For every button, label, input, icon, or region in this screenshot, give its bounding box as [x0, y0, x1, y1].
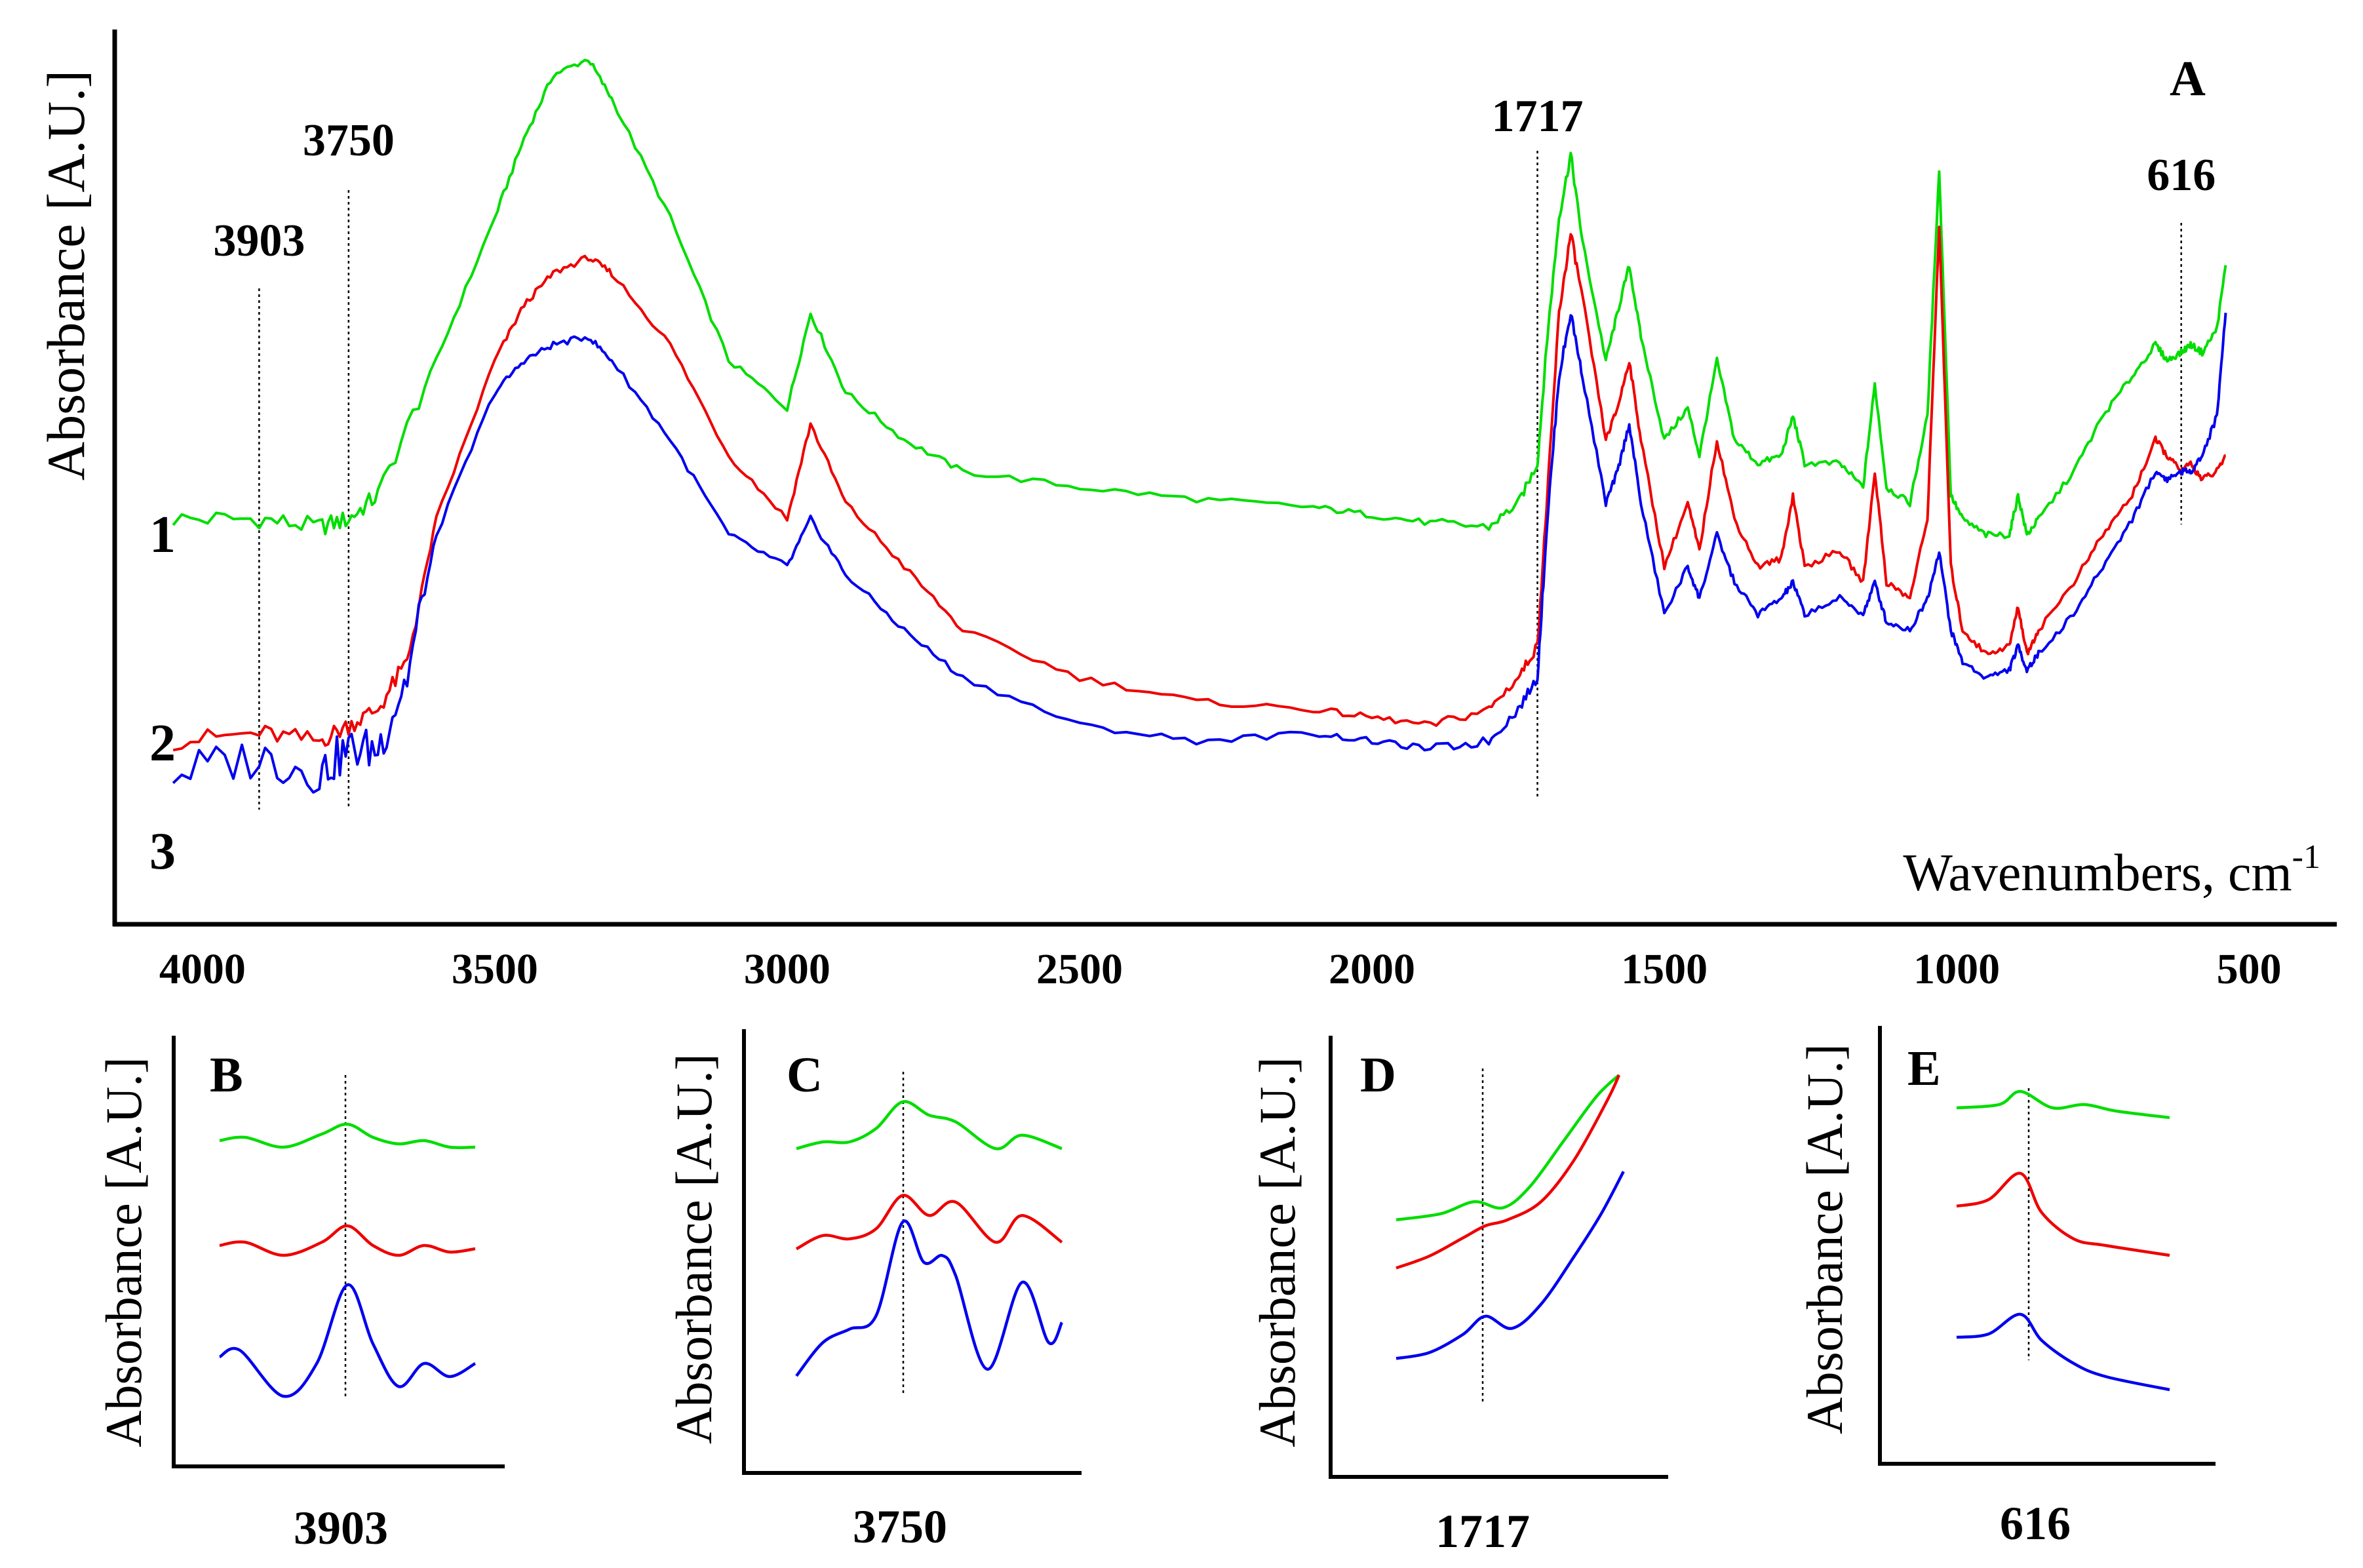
panel-b-label: B: [210, 1048, 243, 1103]
panel-c-series-2-line: [795, 1194, 1063, 1251]
panel-d-xlabel: 1717: [1435, 1505, 1530, 1558]
panel-e-label: E: [1907, 1041, 1941, 1096]
panel-e-series-3-line: [1956, 1312, 2170, 1392]
panel-a-xlabel-exponent: -1: [2292, 838, 2320, 876]
panel-c-series: [795, 1100, 1064, 1377]
series-2-label: 2: [149, 715, 176, 772]
series-3-line: [172, 313, 2227, 794]
x-tick-500: 500: [2217, 945, 2282, 993]
panel-b-xlabel: 3903: [294, 1502, 388, 1554]
panel-e-ylabel: Absorbance [A.U.]: [1796, 1044, 1853, 1434]
panel-e-series-1-line: [1956, 1089, 2170, 1120]
marker-label-3750: 3750: [303, 115, 395, 166]
panel-d-series-1-line: [1396, 1074, 1620, 1222]
panel-e-series-2-line: [1956, 1171, 2170, 1257]
panel-c-xlabel: 3750: [853, 1500, 947, 1553]
series-2-line: [172, 225, 2227, 752]
panel-a-series: [172, 58, 2227, 794]
panel-e: Absorbance [A.U.] E 616: [1796, 1026, 2216, 1550]
series-1-line: [172, 58, 2227, 539]
panel-a-ylabel: Absorbance [A.U.]: [36, 70, 96, 480]
panel-d-series-3-line: [1396, 1171, 1625, 1360]
panel-a: Absorbance [A.U.] A Wavenumbers, cm-1 40…: [36, 29, 2337, 993]
panel-a-xlabel: Wavenumbers, cm-1: [1903, 838, 2320, 902]
panel-a-label: A: [2170, 51, 2206, 106]
x-tick-1500: 1500: [1621, 945, 1708, 993]
panel-c-label: C: [787, 1048, 823, 1103]
series-1-label: 1: [149, 506, 176, 564]
panel-b-series-2-line: [219, 1224, 476, 1257]
marker-label-3903: 3903: [213, 216, 305, 266]
panel-c-series-1-line: [796, 1100, 1063, 1150]
x-tick-2000: 2000: [1329, 945, 1415, 993]
panel-b-series-1-line: [219, 1122, 476, 1149]
panel-d-series-2-line: [1396, 1074, 1621, 1270]
x-tick-2500: 2500: [1036, 945, 1123, 993]
panel-c: Absorbance [A.U.] C 3750: [665, 1029, 1082, 1553]
panel-a-ticks: 4000 3500 3000 2500 2000 1500 1000 500: [159, 945, 2282, 993]
panel-e-series: [1956, 1089, 2170, 1392]
panel-d: Absorbance [A.U.] D 1717: [1249, 1036, 1668, 1558]
panel-c-series-3-line: [795, 1219, 1064, 1377]
panel-d-label: D: [1360, 1048, 1396, 1103]
marker-label-1717: 1717: [1491, 91, 1583, 142]
panel-e-xlabel: 616: [2000, 1497, 2071, 1550]
panel-b-series-3-line: [218, 1283, 477, 1398]
panel-c-ylabel: Absorbance [A.U.]: [665, 1053, 722, 1444]
panel-b-ylabel: Absorbance [A.U.]: [95, 1057, 152, 1447]
panel-d-ylabel: Absorbance [A.U.]: [1249, 1057, 1306, 1447]
panel-b: Absorbance [A.U.] B 3903: [95, 1036, 505, 1554]
series-3-label: 3: [149, 823, 176, 880]
x-tick-4000: 4000: [159, 945, 246, 993]
panel-d-series: [1396, 1074, 1625, 1360]
panel-b-series: [218, 1122, 477, 1398]
marker-label-616: 616: [2147, 150, 2216, 201]
x-tick-3500: 3500: [452, 945, 538, 993]
x-tick-3000: 3000: [744, 945, 830, 993]
panel-a-xlabel-main: Wavenumbers, cm: [1903, 844, 2292, 902]
panel-a-annotations: 3903 3750 1717 616: [213, 91, 2216, 810]
x-tick-1000: 1000: [1913, 945, 2000, 993]
